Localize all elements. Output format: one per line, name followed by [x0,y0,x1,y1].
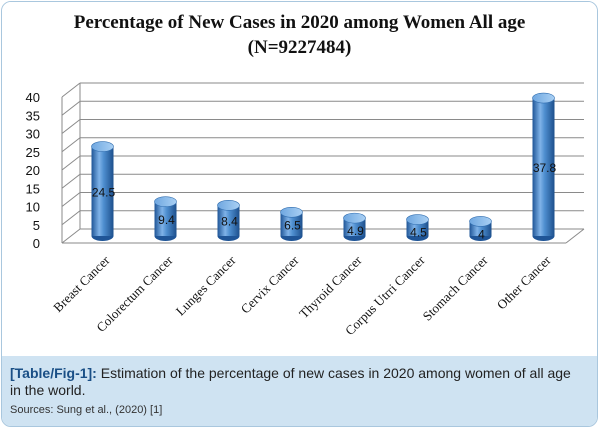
bar [91,146,114,236]
y-tick-label: 15 [26,181,40,196]
caption-label: [Table/Fig-1]: [10,365,97,381]
bar-top [343,212,366,224]
gridline-side [61,82,81,98]
caption-text: [Table/Fig-1]: Estimation of the percent… [10,365,585,399]
gridline-side [61,137,81,153]
data-label: 4.5 [410,226,427,240]
chart-title: Percentage of New Cases in 2020 among Wo… [73,12,526,33]
y-tick-label: 40 [26,90,40,105]
x-tick-label: Other Cancer [494,252,554,312]
y-tick-label: 10 [26,200,40,215]
data-label: 37.8 [533,161,557,175]
bar-top [91,141,114,152]
gridline-side [61,228,81,244]
gridline-side [61,119,81,134]
data-label: 24.5 [92,185,116,199]
y-tick-label: 25 [26,145,40,160]
gridline-side [61,192,81,207]
bar-top [280,206,303,218]
floor-side-edge [565,228,585,244]
gridline-side [61,100,81,116]
chart-subtitle: (N=9227484) [247,37,352,58]
data-label: 8.4 [221,215,238,229]
figure-caption: [Table/Fig-1]: Estimation of the percent… [2,356,597,426]
x-tick-label: Lunges Cancer [173,252,239,318]
bar [154,201,177,236]
y-tick-label: 20 [26,163,40,178]
data-label: 6.5 [284,218,301,232]
bar-top [469,216,492,227]
y-tick-label: 5 [33,218,40,233]
bar-top [406,214,429,225]
bar-top [217,200,240,211]
x-tick-label: Thyroid Cancer [296,252,365,321]
x-tick-label: Cervix Cancer [238,252,302,316]
bar-top [532,92,555,104]
y-tick-label: 30 [26,127,40,142]
caption-body: Estimation of the percentage of new case… [10,365,571,398]
gridline-side [61,173,81,189]
y-tick-label: 35 [26,108,40,123]
bar-top [154,196,177,207]
data-label: 4.9 [347,224,364,238]
bar [217,205,240,236]
gridline-side [61,210,81,226]
bar [280,212,303,236]
y-tick-label: 0 [33,236,40,251]
x-tick-label: Breast Cancer [50,252,113,315]
gridline-side [61,155,81,171]
bar [532,98,555,236]
chart-area: Percentage of New Cases in 2020 among Wo… [2,2,597,356]
data-label: 9.4 [158,213,175,227]
caption-source: Sources: Sung et al., (2020) [1] [10,404,163,416]
data-label: 4 [478,227,485,241]
x-tick-label: Stomach Cancer [420,252,492,324]
